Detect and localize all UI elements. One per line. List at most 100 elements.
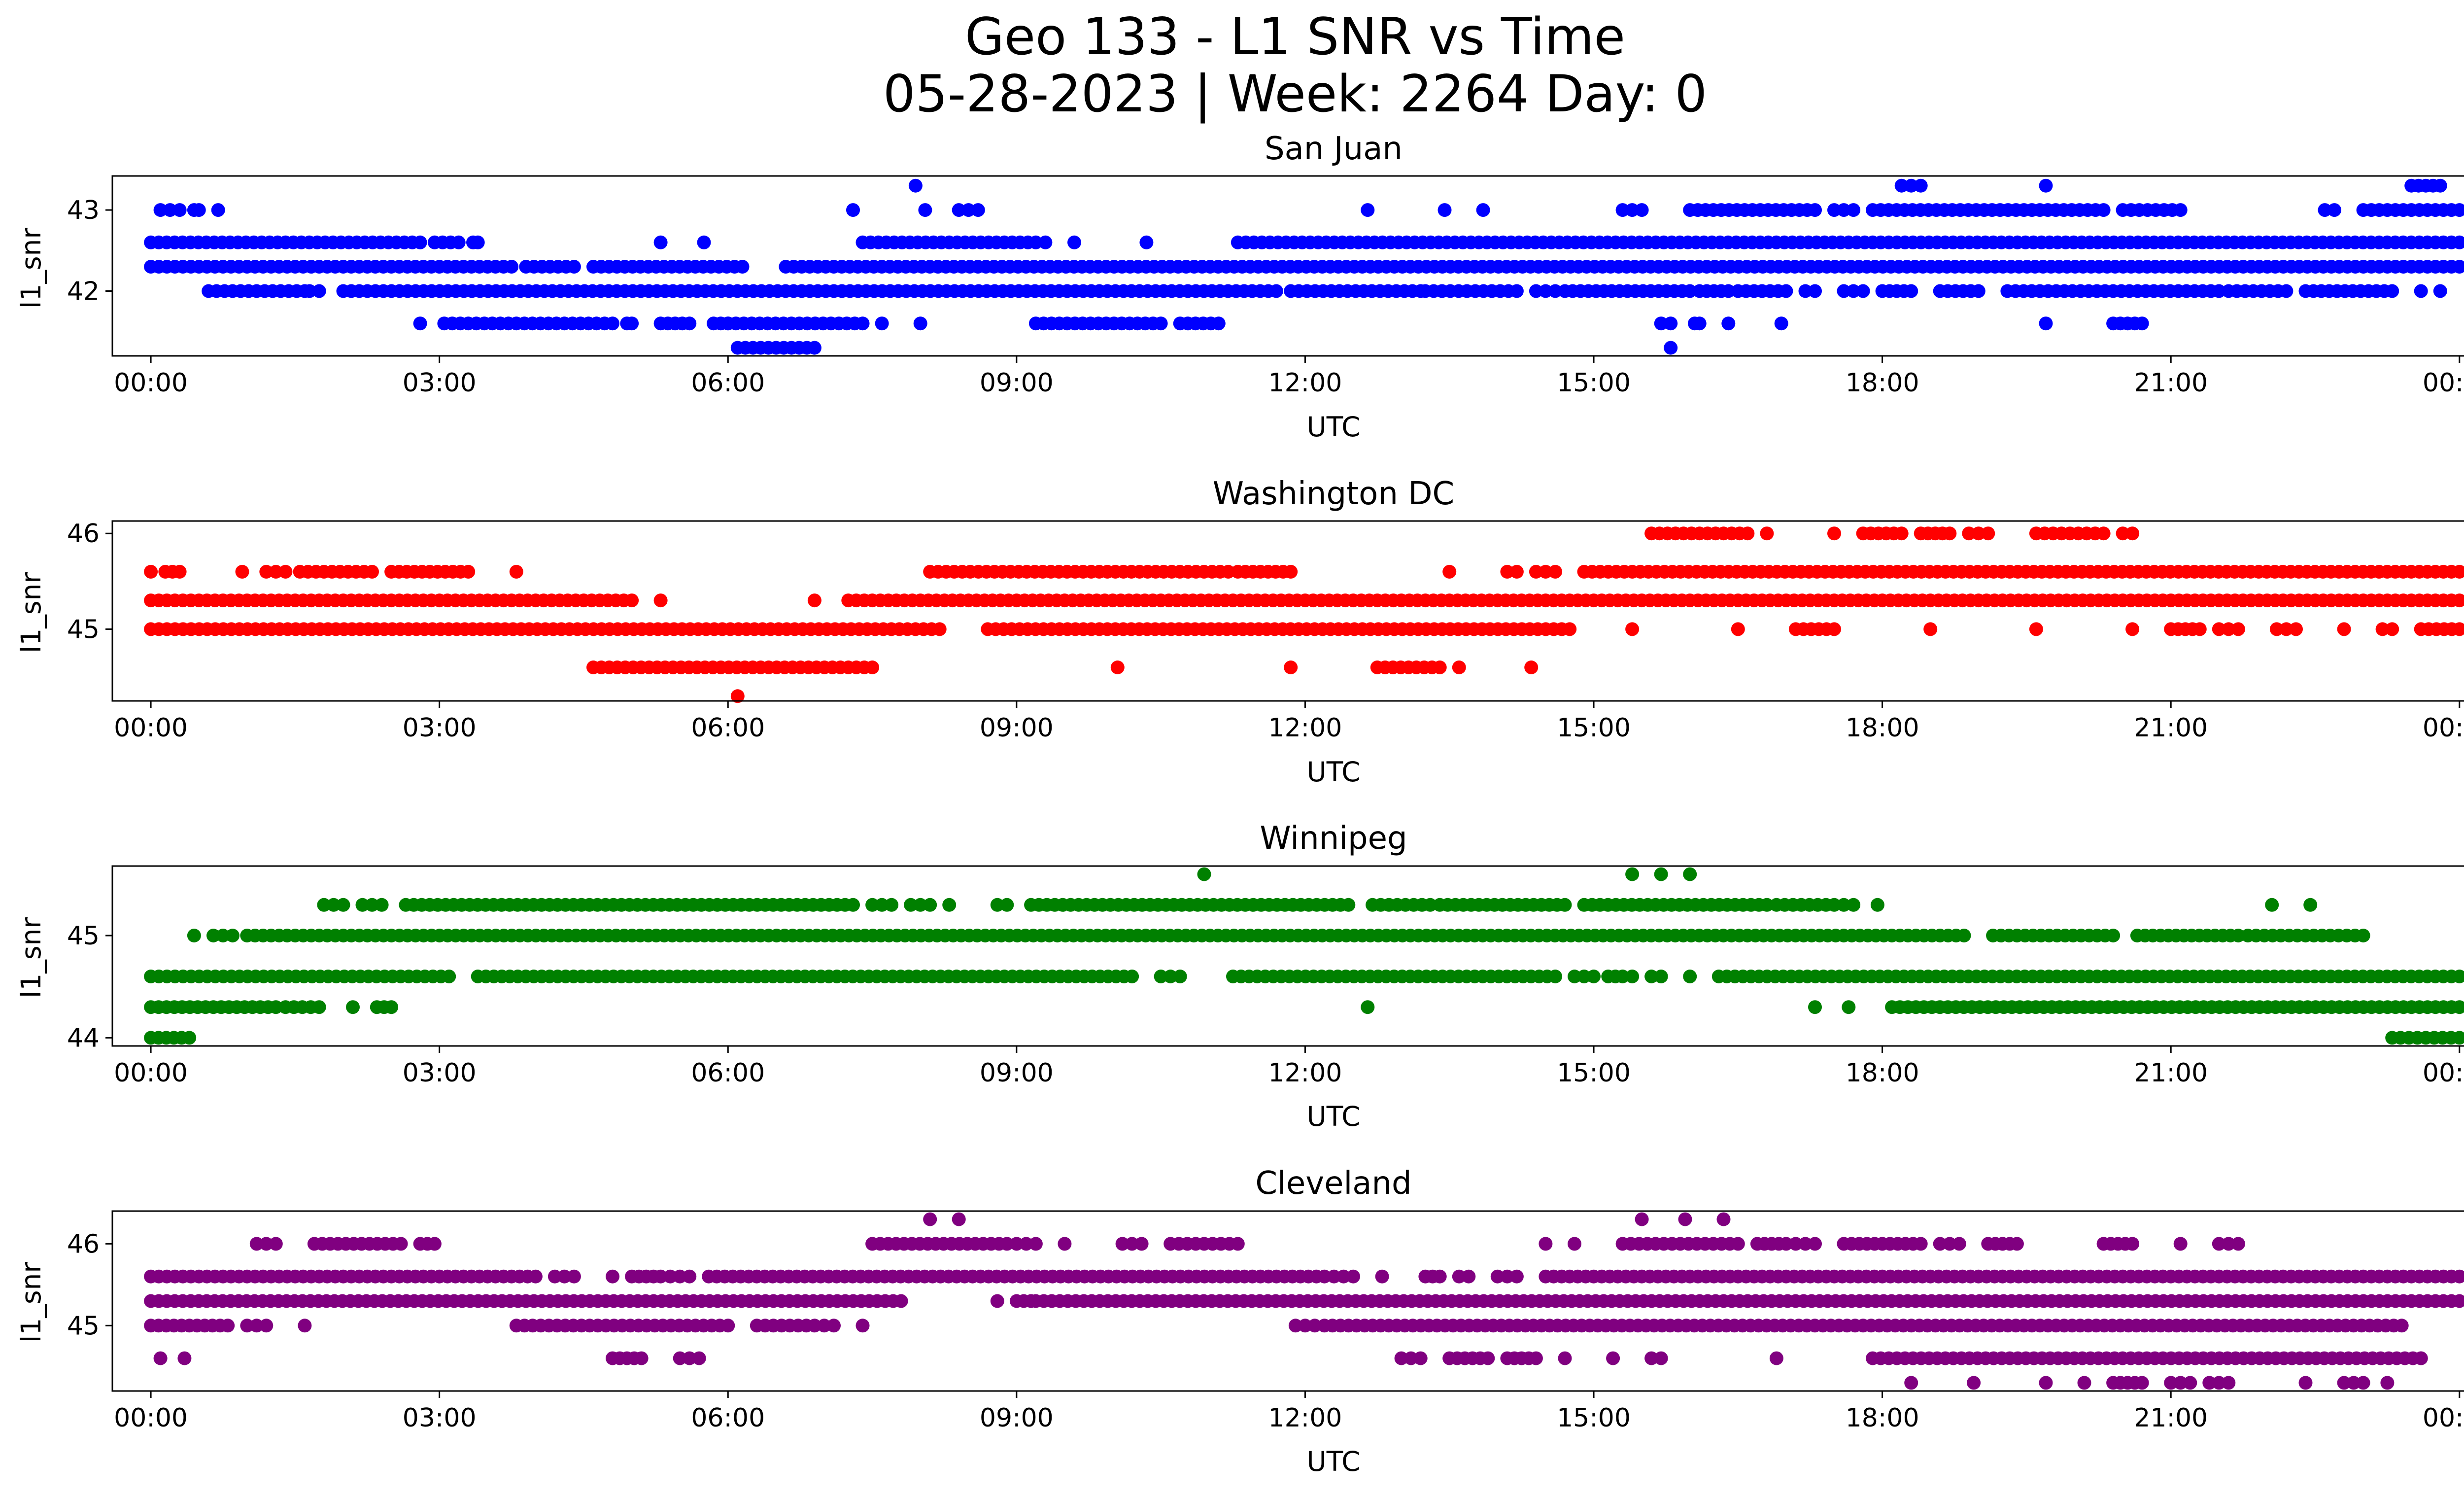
x-tick-label: 18:00 [1846,1058,1919,1088]
data-point [1529,284,1543,298]
data-point [2452,235,2464,249]
data-point [1000,898,1014,912]
data-point [298,1319,312,1333]
figure-title-line1: Geo 133 - L1 SNR vs Time [965,7,1625,67]
x-tick-label: 21:00 [2134,713,2208,743]
data-point [384,1000,399,1014]
data-point [259,564,274,579]
data-point [1529,1351,1543,1365]
data-point [1509,564,1524,579]
data-point [2395,1319,2409,1333]
data-point [2433,178,2447,193]
data-point [163,203,177,217]
data-point [1490,1269,1505,1284]
data-point [1760,898,1774,912]
subplot-winnipeg: Winnipeg UTC l1_snr 00:00 03:00 06:00 09:00… [15,820,2464,1132]
data-point [1606,1351,1620,1365]
x-tick-label: 00:00 [2423,1403,2464,1433]
data-point [1914,178,1928,193]
data-point [1847,898,1861,912]
data-point [1221,564,1235,579]
data-point [692,1351,706,1365]
data-point [2212,1237,2226,1251]
data-point [2265,898,2279,912]
data-point [875,316,889,331]
y-tick-label: 46 [67,519,100,549]
data-point [1692,316,1707,331]
data-point [394,1237,408,1251]
axes-frame [111,865,2464,1047]
data-point [1664,341,1678,355]
data-point [172,564,187,579]
data-point [1721,284,1736,298]
data-point [807,341,821,355]
data-point [1587,970,1601,983]
data-point [1847,203,1861,217]
data-point [1808,1000,1822,1014]
x-tick-label: 09:00 [980,1403,1054,1433]
data-point [177,1351,192,1365]
data-point [1336,1269,1351,1284]
data-point [1827,203,1841,217]
data-point [2222,622,2236,636]
data-point [2303,898,2318,912]
data-point [653,593,668,608]
x-tick-label: 00:00 [2423,1058,2464,1088]
data-point [1452,1269,1466,1284]
data-point [1957,929,1971,942]
data-point [1683,284,1697,298]
x-tick-label: 00:00 [114,1403,188,1433]
data-point [865,661,880,674]
data-point [1404,1351,1418,1365]
data-point [427,1237,442,1251]
x-tick-label: 12:00 [1268,713,1342,743]
data-point [865,898,880,912]
data-point [2385,284,2399,298]
data-points [144,178,2464,355]
data-point [1288,1319,1302,1333]
y-tick-label: 44 [67,1023,100,1053]
data-point [365,564,379,579]
data-point [1327,1269,1341,1284]
data-point [2164,1376,2178,1390]
x-tick-label: 21:00 [2134,1403,2208,1433]
data-point [735,260,750,274]
data-point [1375,1269,1389,1284]
data-point [1211,316,1226,331]
data-point [2380,1376,2395,1390]
data-point [1635,1212,1649,1226]
data-point [1856,284,1870,298]
data-point [1442,564,1457,579]
data-point [2135,1376,2149,1390]
data-point [2039,178,2053,193]
x-tick-label: 09:00 [980,368,1054,398]
data-point [1433,661,1447,674]
x-tick-label: 18:00 [1846,713,1919,743]
data-point [509,564,523,579]
data-point [1971,284,1985,298]
data-point [557,1269,572,1284]
data-point [1558,898,1572,912]
data-point [904,898,918,912]
data-point [1539,1237,1553,1251]
data-point [2096,526,2111,541]
data-point [1952,1237,1966,1251]
data-point [2173,1237,2188,1251]
data-point [2452,203,2464,217]
data-point [606,1269,619,1284]
data-point [1539,284,1553,298]
data-point [153,203,168,217]
data-point [2269,622,2284,636]
data-point [1731,622,1745,636]
data-point [1654,316,1668,331]
data-point [2125,526,2140,541]
data-point [1788,1237,1803,1251]
x-tick-label: 12:00 [1268,368,1342,398]
data-point [327,898,341,912]
x-tick-label: 09:00 [980,1058,1054,1088]
data-point [1577,970,1591,983]
data-point [2222,1376,2236,1390]
x-tick-label: 12:00 [1268,1058,1342,1088]
data-point [634,1351,649,1365]
data-point [625,316,639,331]
